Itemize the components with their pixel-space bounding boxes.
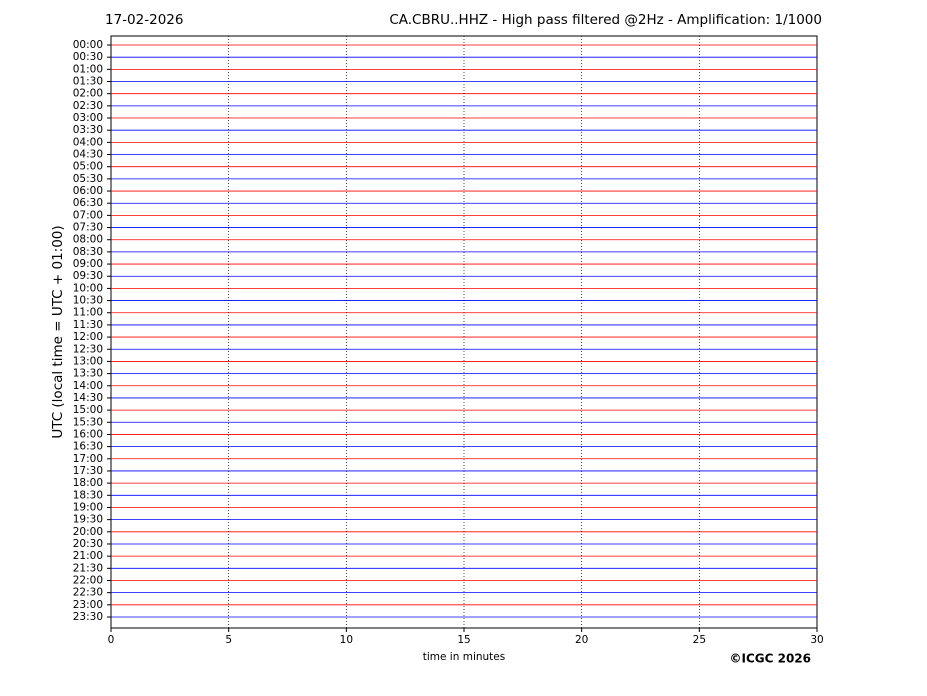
y-tick-label: 16:30 [73, 441, 103, 453]
chart-title: CA.CBRU..HHZ - High pass filtered @2Hz -… [389, 12, 822, 28]
y-tick-label: 20:00 [73, 526, 103, 538]
y-tick-label: 17:00 [73, 453, 103, 465]
y-tick-label: 17:30 [73, 465, 103, 477]
y-tick-label: 01:00 [73, 63, 103, 75]
y-tick-label: 00:00 [73, 39, 103, 51]
y-tick-label: 21:30 [73, 562, 103, 574]
y-tick-label: 10:30 [73, 295, 103, 307]
y-tick-label: 06:00 [73, 185, 103, 197]
y-tick-label: 05:00 [73, 161, 103, 173]
y-tick-label: 22:30 [73, 587, 103, 599]
x-tick-label: 25 [693, 634, 706, 646]
y-tick-label: 15:00 [73, 404, 103, 416]
y-tick-label: 15:30 [73, 416, 103, 428]
y-tick-label: 01:30 [73, 76, 103, 88]
y-tick-label: 22:00 [73, 574, 103, 586]
y-axis-label: UTC (local time = UTC + 01:00) [50, 225, 66, 438]
y-tick-label: 11:00 [73, 307, 103, 319]
y-tick-label: 08:30 [73, 246, 103, 258]
y-tick-label: 04:30 [73, 149, 103, 161]
y-tick-label: 06:30 [73, 197, 103, 209]
y-tick-label: 12:30 [73, 343, 103, 355]
y-tick-label: 11:30 [73, 319, 103, 331]
y-tick-label: 13:00 [73, 355, 103, 367]
y-tick-label: 18:30 [73, 489, 103, 501]
date: 17-02-2026 [105, 12, 183, 28]
y-tick-label: 05:30 [73, 173, 103, 185]
y-tick-label: 07:30 [73, 222, 103, 234]
x-axis-label: time in minutes [423, 651, 505, 663]
y-tick-label: 04:00 [73, 136, 103, 148]
y-tick-label: 18:00 [73, 477, 103, 489]
x-tick-label: 10 [340, 634, 353, 646]
y-tick-label: 21:00 [73, 550, 103, 562]
x-tick-label: 0 [108, 634, 115, 646]
x-tick-label: 20 [575, 634, 588, 646]
y-tick-label: 19:30 [73, 514, 103, 526]
y-tick-label: 12:00 [73, 331, 103, 343]
y-tick-label: 02:00 [73, 88, 103, 100]
y-tick-label: 10:00 [73, 282, 103, 294]
y-tick-label: 13:30 [73, 368, 103, 380]
x-tick-label: 5 [225, 634, 232, 646]
y-tick-label: 14:00 [73, 380, 103, 392]
copyright: ©ICGC 2026 [729, 652, 811, 666]
y-tick-label: 20:30 [73, 538, 103, 550]
y-tick-label: 02:30 [73, 100, 103, 112]
y-tick-label: 23:00 [73, 599, 103, 611]
y-tick-label: 03:00 [73, 112, 103, 124]
y-tick-label: 16:00 [73, 428, 103, 440]
y-tick-label: 03:30 [73, 124, 103, 136]
y-tick-label: 00:30 [73, 51, 103, 63]
x-tick-label: 15 [457, 634, 470, 646]
y-tick-label: 09:30 [73, 270, 103, 282]
y-tick-label: 23:30 [73, 611, 103, 623]
y-tick-label: 09:00 [73, 258, 103, 270]
y-tick-label: 14:30 [73, 392, 103, 404]
y-tick-label: 07:00 [73, 209, 103, 221]
y-tick-label: 08:00 [73, 234, 103, 246]
x-tick-label: 30 [810, 634, 823, 646]
plot-frame [110, 35, 818, 629]
y-tick-label: 19:00 [73, 501, 103, 513]
